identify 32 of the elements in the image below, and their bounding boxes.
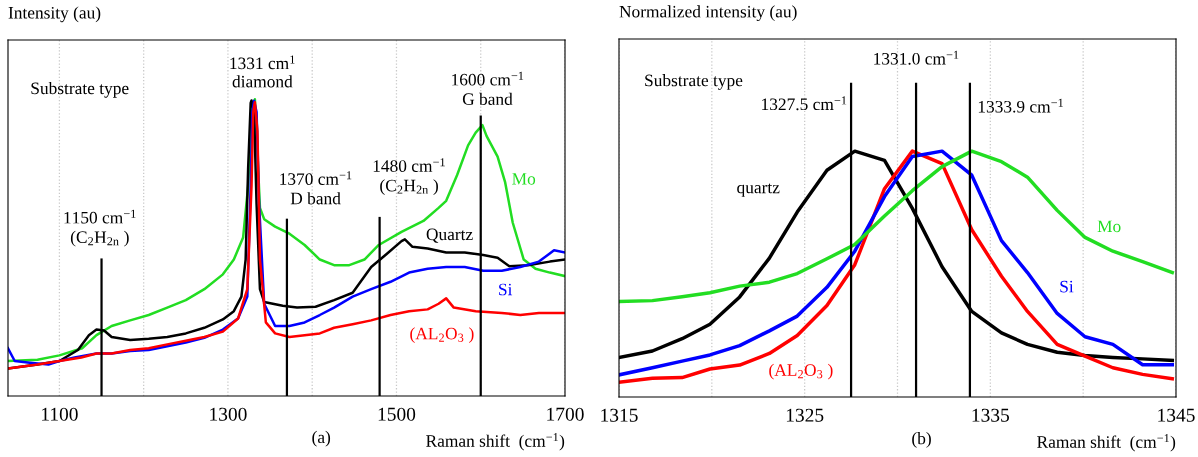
x-tick-label: 1700 xyxy=(547,407,584,421)
series-label: quartz xyxy=(737,183,780,197)
text: Substrate type xyxy=(31,81,129,98)
ref-line-label: 1370 cm$^{−1}$ D band xyxy=(280,171,352,205)
x-tick-label: 1300 xyxy=(210,407,247,421)
y-axis-title: Normalized intensity (au) xyxy=(619,5,797,22)
text: 1480 cm$^{−1}$ (C$_{2}$H$_{2n}$ ) xyxy=(373,158,445,195)
series-label: (AL$_{2}$O$_{3}$ ) xyxy=(769,363,833,380)
ref-line-label: 1327.5 cm$^{−1}$ xyxy=(762,96,847,111)
ref-line-label: 1333.9 cm$^{−1}$ xyxy=(978,98,1063,113)
series-label: Quartz xyxy=(426,228,473,243)
series-label: (AL$_{2}$O$_{3}$ ) xyxy=(410,327,474,343)
x-axis-title: Raman shift (cm$^{−1}$) xyxy=(1037,434,1176,452)
ref-line-label: 1331.0 cm$^{−1}$ xyxy=(874,50,959,65)
text: Substrate type xyxy=(645,74,743,90)
annotation: 1331 cm$^{1}$ diamond xyxy=(230,55,295,88)
text: (a) xyxy=(312,430,331,447)
series-label: Si xyxy=(1060,280,1074,293)
x-tick-label: 1345 xyxy=(1158,408,1195,422)
text: 1150 cm$^{−1}$ (C$_{2}$H$_{2n}$ ) xyxy=(64,209,136,247)
x-tick-label: 1335 xyxy=(972,408,1010,422)
x-tick-label: 1315 xyxy=(601,408,638,422)
x-tick-label: 1325 xyxy=(786,408,824,422)
x-tick-label: 1100 xyxy=(42,407,78,421)
text: (b) xyxy=(912,432,931,448)
x-tick-label: 1500 xyxy=(378,407,416,421)
x-axis-title: Raman shift (cm$^{−1}$) xyxy=(426,433,565,451)
series-label: Si xyxy=(499,283,513,296)
series-label: Mo xyxy=(512,173,536,185)
series-label: Mo xyxy=(1097,220,1121,233)
y-axis-title: Intensity (au) xyxy=(8,6,101,23)
ref-line-label: 1600 cm$^{−1}$ G band xyxy=(452,71,524,105)
